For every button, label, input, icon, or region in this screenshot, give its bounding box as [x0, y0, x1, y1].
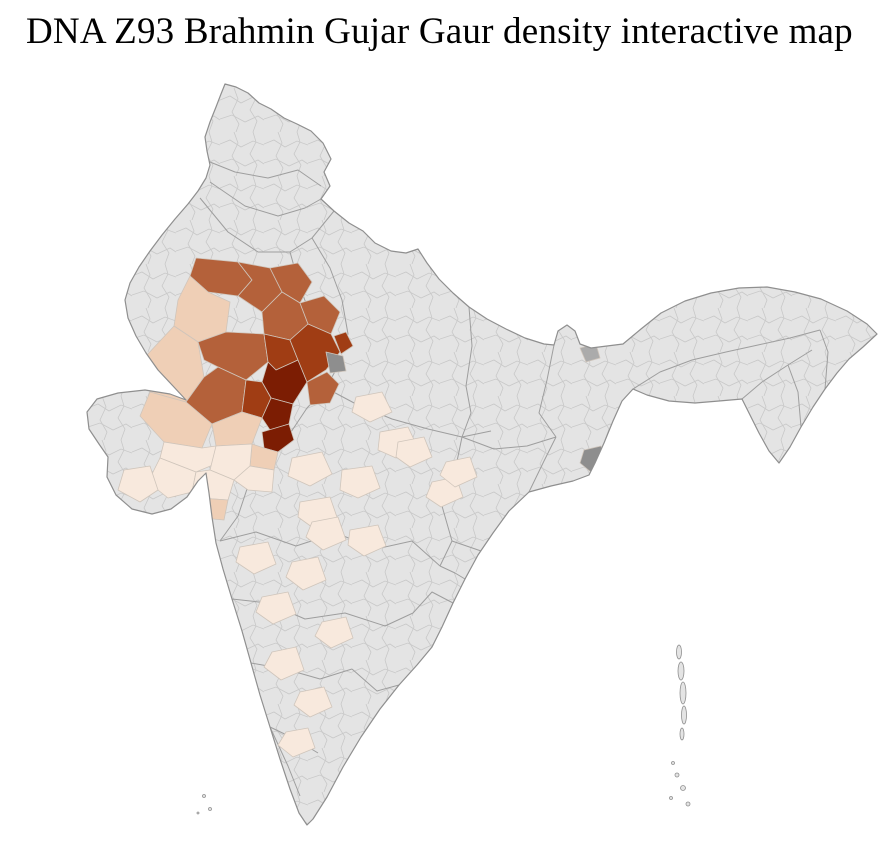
district-region[interactable] — [211, 411, 263, 447]
page-title: DNA Z93 Brahmin Gujar Gaur density inter… — [26, 11, 853, 52]
island-district[interactable] — [208, 807, 212, 811]
density-districts — [117, 257, 609, 758]
district-region[interactable] — [306, 371, 340, 406]
district-region[interactable] — [197, 331, 269, 381]
district-region[interactable] — [261, 397, 294, 431]
district-region[interactable] — [347, 524, 387, 557]
island-district[interactable] — [676, 644, 682, 660]
island-district[interactable] — [679, 681, 687, 705]
district-region[interactable] — [199, 497, 229, 521]
island-district[interactable] — [685, 801, 691, 807]
district-region[interactable] — [351, 391, 393, 423]
district-region[interactable] — [287, 451, 333, 487]
state-border-line — [632, 329, 821, 390]
island-district[interactable] — [674, 772, 680, 778]
island-district[interactable] — [202, 794, 206, 798]
andaman-nicobar-islands — [669, 644, 691, 807]
district-region[interactable] — [277, 727, 316, 758]
district-region[interactable] — [117, 465, 159, 503]
district-region[interactable] — [339, 465, 381, 499]
no-data-district[interactable] — [325, 351, 347, 374]
district-region[interactable] — [285, 556, 327, 591]
district-region[interactable] — [333, 331, 354, 355]
lakshadweep-islands — [196, 794, 212, 815]
island-district[interactable] — [671, 761, 675, 765]
island-district[interactable] — [677, 661, 685, 681]
island-district[interactable] — [669, 796, 673, 800]
state-border-line — [461, 436, 557, 450]
district-region[interactable] — [293, 686, 333, 718]
island-district[interactable] — [196, 811, 200, 815]
state-border-line — [325, 387, 492, 438]
district-region[interactable] — [263, 646, 305, 681]
island-district[interactable] — [680, 785, 686, 791]
island-district[interactable] — [679, 727, 685, 741]
state-border-line — [204, 159, 322, 187]
district-region[interactable] — [305, 516, 347, 551]
district-region[interactable] — [314, 616, 354, 649]
state-border-line — [412, 565, 466, 614]
district-region[interactable] — [233, 465, 275, 493]
district-region[interactable] — [255, 591, 297, 625]
district-region[interactable] — [261, 423, 295, 453]
state-border-line — [741, 329, 829, 428]
district-region[interactable] — [395, 436, 433, 468]
district-region[interactable] — [439, 456, 478, 488]
state-border-line — [209, 181, 322, 217]
state-border-line — [199, 197, 335, 253]
state-border-line — [461, 306, 473, 438]
district-region[interactable] — [269, 262, 313, 304]
district-region[interactable] — [235, 541, 277, 575]
island-district[interactable] — [681, 705, 687, 725]
state-border-line — [528, 344, 557, 493]
